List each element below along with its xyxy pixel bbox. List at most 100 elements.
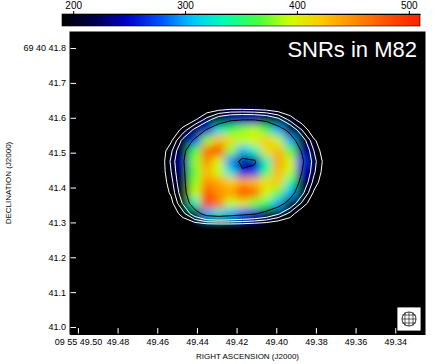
tick-label: 49.42 bbox=[226, 337, 249, 347]
tick: 49.46 bbox=[146, 328, 169, 347]
heatmap bbox=[153, 104, 344, 230]
tick-label: 49.48 bbox=[107, 337, 130, 347]
heatmap-cell bbox=[260, 125, 272, 136]
heatmap-cell bbox=[308, 114, 320, 125]
heatmap-cell bbox=[153, 146, 165, 157]
heatmap-cell bbox=[320, 177, 332, 188]
tick-mark bbox=[70, 118, 76, 119]
heatmap-cell bbox=[332, 104, 344, 115]
heatmap-cell bbox=[213, 146, 225, 157]
tick-label: 41.2 bbox=[48, 253, 66, 263]
heatmap-cell bbox=[165, 114, 177, 125]
contour bbox=[175, 115, 312, 221]
heatmap-cell bbox=[296, 188, 308, 199]
heatmap-cell bbox=[332, 156, 344, 167]
tick-mark bbox=[78, 328, 79, 334]
heatmap-cell bbox=[153, 104, 165, 115]
heatmap-cell bbox=[213, 177, 225, 188]
contour bbox=[165, 109, 323, 224]
heatmap-cell bbox=[320, 198, 332, 209]
heatmap-cell bbox=[272, 167, 284, 178]
heatmap-cell bbox=[332, 125, 344, 136]
heatmap-cell bbox=[201, 167, 213, 178]
tick-mark bbox=[185, 11, 186, 14]
heatmap-cell bbox=[332, 177, 344, 188]
heatmap-cell bbox=[272, 135, 284, 146]
heatmap-cell bbox=[284, 135, 296, 146]
heatmap-cell bbox=[201, 156, 213, 167]
x-axis-title: RIGHT ASCENSION (J2000) bbox=[196, 352, 299, 361]
heatmap-cell bbox=[201, 198, 213, 209]
heatmap-cell bbox=[272, 177, 284, 188]
tick-mark bbox=[409, 11, 410, 14]
heatmap-cell bbox=[153, 135, 165, 146]
tick-mark bbox=[118, 328, 119, 334]
heatmap-cell bbox=[165, 219, 177, 230]
beam-box bbox=[397, 307, 421, 331]
heatmap-cell bbox=[284, 146, 296, 157]
tick-mark bbox=[70, 292, 76, 293]
heatmap-cell bbox=[225, 219, 237, 230]
tick: 300 bbox=[177, 0, 194, 14]
heatmap-cell bbox=[189, 177, 201, 188]
tick-label: 49.38 bbox=[305, 337, 328, 347]
tick: 41.1 bbox=[48, 288, 76, 298]
colorbar-axis: 200300400500 bbox=[63, 0, 421, 15]
y-axis-title: DECLINATION (J2000) bbox=[4, 141, 13, 224]
beam-ellipse bbox=[402, 312, 416, 326]
colorbar bbox=[62, 14, 420, 26]
heatmap-cell bbox=[201, 135, 213, 146]
tick-label: 49.34 bbox=[384, 337, 407, 347]
tick: 41.4 bbox=[48, 183, 76, 193]
tick: 41.3 bbox=[48, 218, 76, 228]
heatmap-cell bbox=[320, 146, 332, 157]
heatmap-cell bbox=[225, 208, 237, 219]
contour bbox=[184, 120, 304, 216]
heatmap-cell bbox=[213, 198, 225, 209]
heatmap-cell bbox=[248, 198, 260, 209]
tick-label: 41.1 bbox=[48, 288, 66, 298]
heatmap-cell bbox=[332, 198, 344, 209]
tick: 49.40 bbox=[265, 328, 288, 347]
tick-label: 09 55 49.50 bbox=[55, 337, 103, 347]
heatmap-cell bbox=[272, 156, 284, 167]
heatmap-cell bbox=[237, 198, 249, 209]
heatmap-cell bbox=[237, 208, 249, 219]
plot-frame bbox=[70, 32, 425, 334]
contours bbox=[165, 109, 323, 224]
heatmap-cell bbox=[308, 198, 320, 209]
tick-mark bbox=[70, 327, 76, 328]
heatmap-cell bbox=[213, 135, 225, 146]
heatmap-cell bbox=[237, 135, 249, 146]
heatmap-cell bbox=[260, 135, 272, 146]
heatmap-cell bbox=[153, 198, 165, 209]
heatmap-cell bbox=[213, 156, 225, 167]
beam-icon bbox=[397, 307, 421, 331]
heatmap-cell bbox=[189, 104, 201, 115]
plot-background bbox=[70, 32, 425, 334]
heatmap-cell bbox=[248, 146, 260, 157]
tick-mark bbox=[70, 222, 76, 223]
tick-mark bbox=[237, 328, 238, 334]
tick-mark bbox=[73, 11, 74, 14]
tick-label: 300 bbox=[177, 0, 194, 11]
tick-label: 49.46 bbox=[146, 337, 169, 347]
heatmap-cell bbox=[308, 125, 320, 136]
tick-label: 41.0 bbox=[48, 322, 66, 332]
heatmap-cell bbox=[177, 219, 189, 230]
tick: 69 40 41.8 bbox=[23, 43, 76, 53]
tick: 41.5 bbox=[48, 148, 76, 158]
heatmap-cell bbox=[308, 219, 320, 230]
chart-svg: 09 55 49.50 49.48 49.46 49.44 49.42 49.40 49.3… bbox=[0, 0, 436, 364]
heatmap-cell bbox=[153, 208, 165, 219]
heatmap-cell bbox=[248, 188, 260, 199]
heatmap-cell bbox=[260, 167, 272, 178]
heatmap-cell bbox=[201, 188, 213, 199]
tick-label: 49.44 bbox=[186, 337, 209, 347]
heatmap-cell bbox=[332, 219, 344, 230]
heatmap-cell bbox=[320, 114, 332, 125]
heatmap-cell bbox=[308, 104, 320, 115]
tick-mark bbox=[197, 328, 198, 334]
tick-label: 500 bbox=[401, 0, 418, 11]
heatmap-cell bbox=[320, 125, 332, 136]
